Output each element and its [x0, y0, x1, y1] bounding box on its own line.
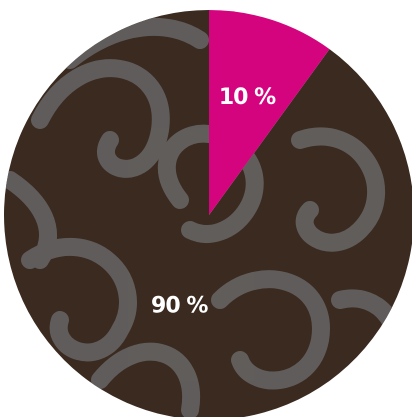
slice-label: 10 %	[219, 85, 276, 110]
background-pattern	[4, 17, 406, 417]
slices	[4, 10, 412, 417]
slice-label: 90 %	[151, 294, 208, 319]
pie-slice	[4, 10, 412, 417]
pie-slice	[209, 10, 330, 215]
foreground: 10 % 90 %	[151, 10, 330, 319]
